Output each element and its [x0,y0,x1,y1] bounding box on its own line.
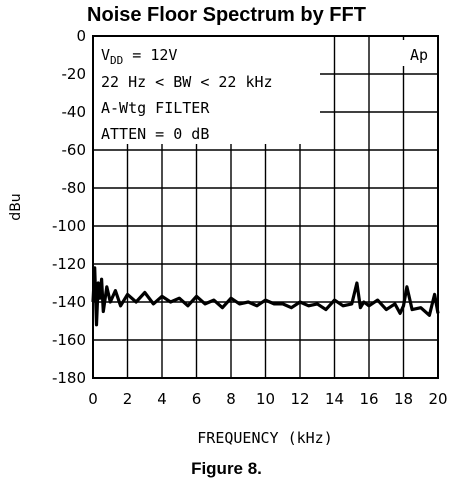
x-tick-label: 2 [123,390,133,408]
x-tick-label: 0 [88,390,98,408]
x-tick-label: 10 [256,390,275,408]
figure-caption: Figure 8. [191,459,262,478]
x-tick-label: 8 [226,390,236,408]
noise-spectrum-series-line [91,266,440,327]
annotation-vdd: VDD = 12V [101,46,177,67]
x-tick-label: 6 [192,390,202,408]
series-layer [91,266,440,327]
x-tick-label: 18 [394,390,413,408]
x-tick-label: 4 [157,390,167,408]
y-tick-label: -60 [62,141,87,159]
annotation-atten: ATTEN = 0 dB [101,125,209,143]
y-tick-label: -100 [52,217,86,235]
y-tick-label: -160 [52,331,86,349]
x-tick-label: 16 [359,390,378,408]
y-axis-label: dBu [8,193,24,220]
x-tick-label: 12 [290,390,309,408]
y-tick-label: -140 [52,293,86,311]
annotation-bandwidth: 22 Hz < BW < 22 kHz [101,73,273,91]
vendor-mark-background [400,40,436,66]
plot-frame [92,35,439,379]
tick-labels: 0 2 4 6 8 10 12 14 16 18 20 0 -20 -40 -60 -80 -100 -120 -1… [52,27,448,408]
annotation-filter: A-Wtg FILTER [101,99,210,117]
annotation-background [94,37,320,144]
y-tick-label: -120 [52,255,86,273]
y-tick-label: 0 [76,27,86,45]
x-tick-label: 14 [325,390,344,408]
y-tick-label: -20 [62,65,87,83]
chart-title: Noise Floor Spectrum by FFT [87,4,366,26]
x-tick-label: 20 [428,390,447,408]
y-tick-label: -180 [52,369,86,387]
y-tick-label: -80 [62,179,87,197]
y-tick-label: -40 [62,103,87,121]
annotation-vendor-mark: Ap [410,46,428,64]
x-axis-label: FREQUENCY (kHz) [197,429,332,447]
